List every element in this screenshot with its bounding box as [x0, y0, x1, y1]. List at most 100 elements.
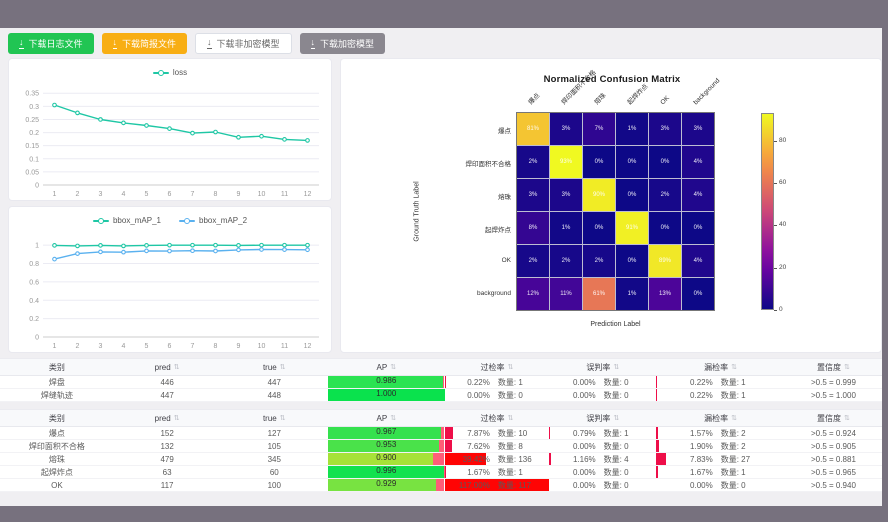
column-header-label: 过检率 — [480, 362, 505, 372]
ap-bar: 0.967 — [328, 427, 445, 439]
sort-icon[interactable]: ⇅ — [613, 414, 620, 422]
sort-icon[interactable]: ⇅ — [731, 414, 737, 422]
over-detection-rate-cell: 39.42% 数量: 136 — [444, 453, 550, 465]
colorbar-tick-mark — [774, 140, 777, 142]
matrix-row-label: 起焊炸点 — [485, 227, 511, 234]
sort-icon[interactable]: ⇅ — [390, 363, 397, 371]
rate-percent: 0.00% — [572, 467, 596, 477]
class-name-cell: 焊印面积不合格 — [28, 441, 85, 451]
true-count-cell: 127 — [267, 428, 281, 438]
legend-item-bbox_mAP_2[interactable]: bbox_mAP_2 — [179, 216, 247, 225]
pred-count-cell: 63 — [162, 467, 172, 477]
matrix-cell: 0% — [649, 212, 681, 244]
ap-bar: 1.000 — [328, 389, 445, 401]
matrix-cell: 2% — [649, 179, 681, 211]
colorbar-tick-mark — [774, 182, 777, 184]
sort-icon[interactable]: ⇅ — [731, 363, 737, 371]
matrix-cell: 0% — [616, 245, 648, 277]
sort-icon[interactable]: ⇅ — [507, 414, 514, 422]
column-header-label: 类别 — [48, 413, 65, 423]
rate-count: 数量: 0 — [603, 390, 629, 400]
loss-line-chart: 00.050.10.150.20.250.30.351 2 3 4 5 6 7 8 9 10 11 1… — [25, 91, 319, 198]
rate-count: 数量: 10 — [497, 428, 528, 438]
legend-item-bbox_mAP_1[interactable]: bbox_mAP_1 — [92, 216, 161, 225]
colorbar-tick-label: 20 — [779, 263, 787, 271]
sort-icon[interactable]: ⇅ — [507, 363, 514, 371]
matrix-row-label: 爆点 — [498, 128, 511, 135]
legend-line-marker-icon — [152, 69, 169, 76]
download-unencrypted-model-button[interactable]: ↓ 下载非加密模型 — [195, 33, 292, 54]
sort-icon[interactable]: ⇅ — [173, 363, 180, 371]
matrix-cell: 4% — [682, 146, 714, 178]
pred-count-cell: 447 — [160, 390, 174, 400]
column-header: pred ⇅ — [114, 410, 221, 426]
miss-rate-cell: 7.83% 数量: 27 — [656, 453, 785, 465]
matrix-cell: 1% — [616, 278, 648, 310]
svg-text:0: 0 — [35, 183, 39, 190]
column-header-label: AP — [376, 362, 388, 372]
matrix-cell: 3% — [682, 113, 714, 145]
column-header: AP ⇅ — [328, 410, 444, 426]
download-encrypted-model-button[interactable]: ↓ 下载加密模型 — [299, 33, 386, 54]
matrix-yaxis-label: Ground Truth Label — [413, 180, 421, 242]
true-count-cell: 345 — [267, 454, 281, 464]
miss-rate-cell: 0.00% 数量: 0 — [656, 479, 785, 491]
sort-icon[interactable]: ⇅ — [279, 363, 286, 371]
rate-percent: 1.67% — [467, 467, 490, 477]
rate-percent: 0.22% — [690, 390, 713, 400]
svg-text:0.15: 0.15 — [25, 143, 39, 150]
map-chart-card: bbox_mAP_1 bbox_mAP_2 0 0.2 0.4 0.6 0.8 1 1 2 3 4 5… — [8, 206, 332, 353]
sort-icon[interactable]: ⇅ — [844, 414, 850, 422]
true-count-cell: 100 — [267, 480, 281, 490]
matrix-cell: 91% — [616, 212, 648, 244]
svg-text:11: 11 — [281, 191, 288, 198]
content-area: ↓ 下载日志文件 ↓ 下载简报文件 ↓ 下载非加密模型 ↓ 下载加密模型 loss 0 0.05… — [0, 28, 882, 506]
confidence-cell: >0.5 = 0.940 — [810, 480, 856, 490]
download-log-file-button[interactable]: ↓ 下载日志文件 — [8, 33, 94, 54]
download-icon: ↓ — [112, 37, 118, 49]
true-count-cell: 60 — [269, 467, 279, 477]
sort-icon[interactable]: ⇅ — [390, 414, 397, 422]
download-report-file-button[interactable]: ↓ 下载简报文件 — [101, 33, 188, 54]
ap-value: 0.986 — [376, 376, 397, 385]
rate-count: 数量: 1 — [497, 377, 523, 387]
sort-icon[interactable]: ⇅ — [613, 363, 620, 371]
rate-bar — [444, 466, 447, 478]
rate-count: 数量: 0 — [603, 480, 629, 490]
table-row: OK 117 100 0.929 117.00% 数量: 117 0.00% 数量: 0 0.0… — [0, 479, 882, 492]
rate-count: 数量: 2 — [720, 441, 746, 451]
rate-percent: 0.00% — [572, 377, 596, 387]
sort-icon[interactable]: ⇅ — [844, 363, 850, 371]
column-header: true ⇅ — [220, 410, 328, 426]
rate-count: 数量: 117 — [497, 480, 532, 490]
matrix-cell: 2% — [517, 146, 549, 178]
ap-bar: 0.929 — [328, 479, 445, 491]
svg-text:0.2: 0.2 — [29, 130, 39, 137]
svg-text:0.3: 0.3 — [29, 104, 39, 111]
pred-count-cell: 152 — [160, 428, 174, 438]
rate-percent: 0.00% — [572, 390, 596, 400]
svg-text:0.05: 0.05 — [25, 169, 39, 176]
misjudge-rate-cell: 0.00% 数量: 0 — [549, 440, 656, 452]
rate-percent: 1.16% — [572, 454, 596, 464]
ap-value: 0.953 — [376, 440, 397, 449]
class-name-cell: 焊缝轨迹 — [40, 390, 73, 400]
sort-icon[interactable]: ⇅ — [279, 414, 286, 422]
colorbar-tick-mark — [774, 225, 777, 227]
misjudge-rate-cell: 0.00% 数量: 0 — [549, 389, 656, 401]
svg-text:8: 8 — [214, 191, 218, 198]
rate-bar — [656, 427, 659, 439]
ap-bar: 0.996 — [328, 466, 445, 478]
svg-text:12: 12 — [304, 343, 312, 350]
sort-icon[interactable]: ⇅ — [173, 414, 180, 422]
table-row: 熔珠 479 345 0.900 39.42% 数量: 136 1.16% 数量: 4 7.83… — [0, 453, 882, 466]
button-label: 下载加密模型 — [320, 39, 375, 49]
true-count-cell: 448 — [267, 390, 281, 400]
miss-rate-cell: 1.90% 数量: 2 — [656, 440, 785, 452]
pred-count-cell: 132 — [160, 441, 174, 451]
ap-bar: 0.986 — [328, 376, 445, 388]
rate-percent: 117.00% — [458, 480, 490, 490]
legend-item-loss[interactable]: loss — [152, 68, 187, 77]
ap-bar-green — [328, 440, 440, 452]
